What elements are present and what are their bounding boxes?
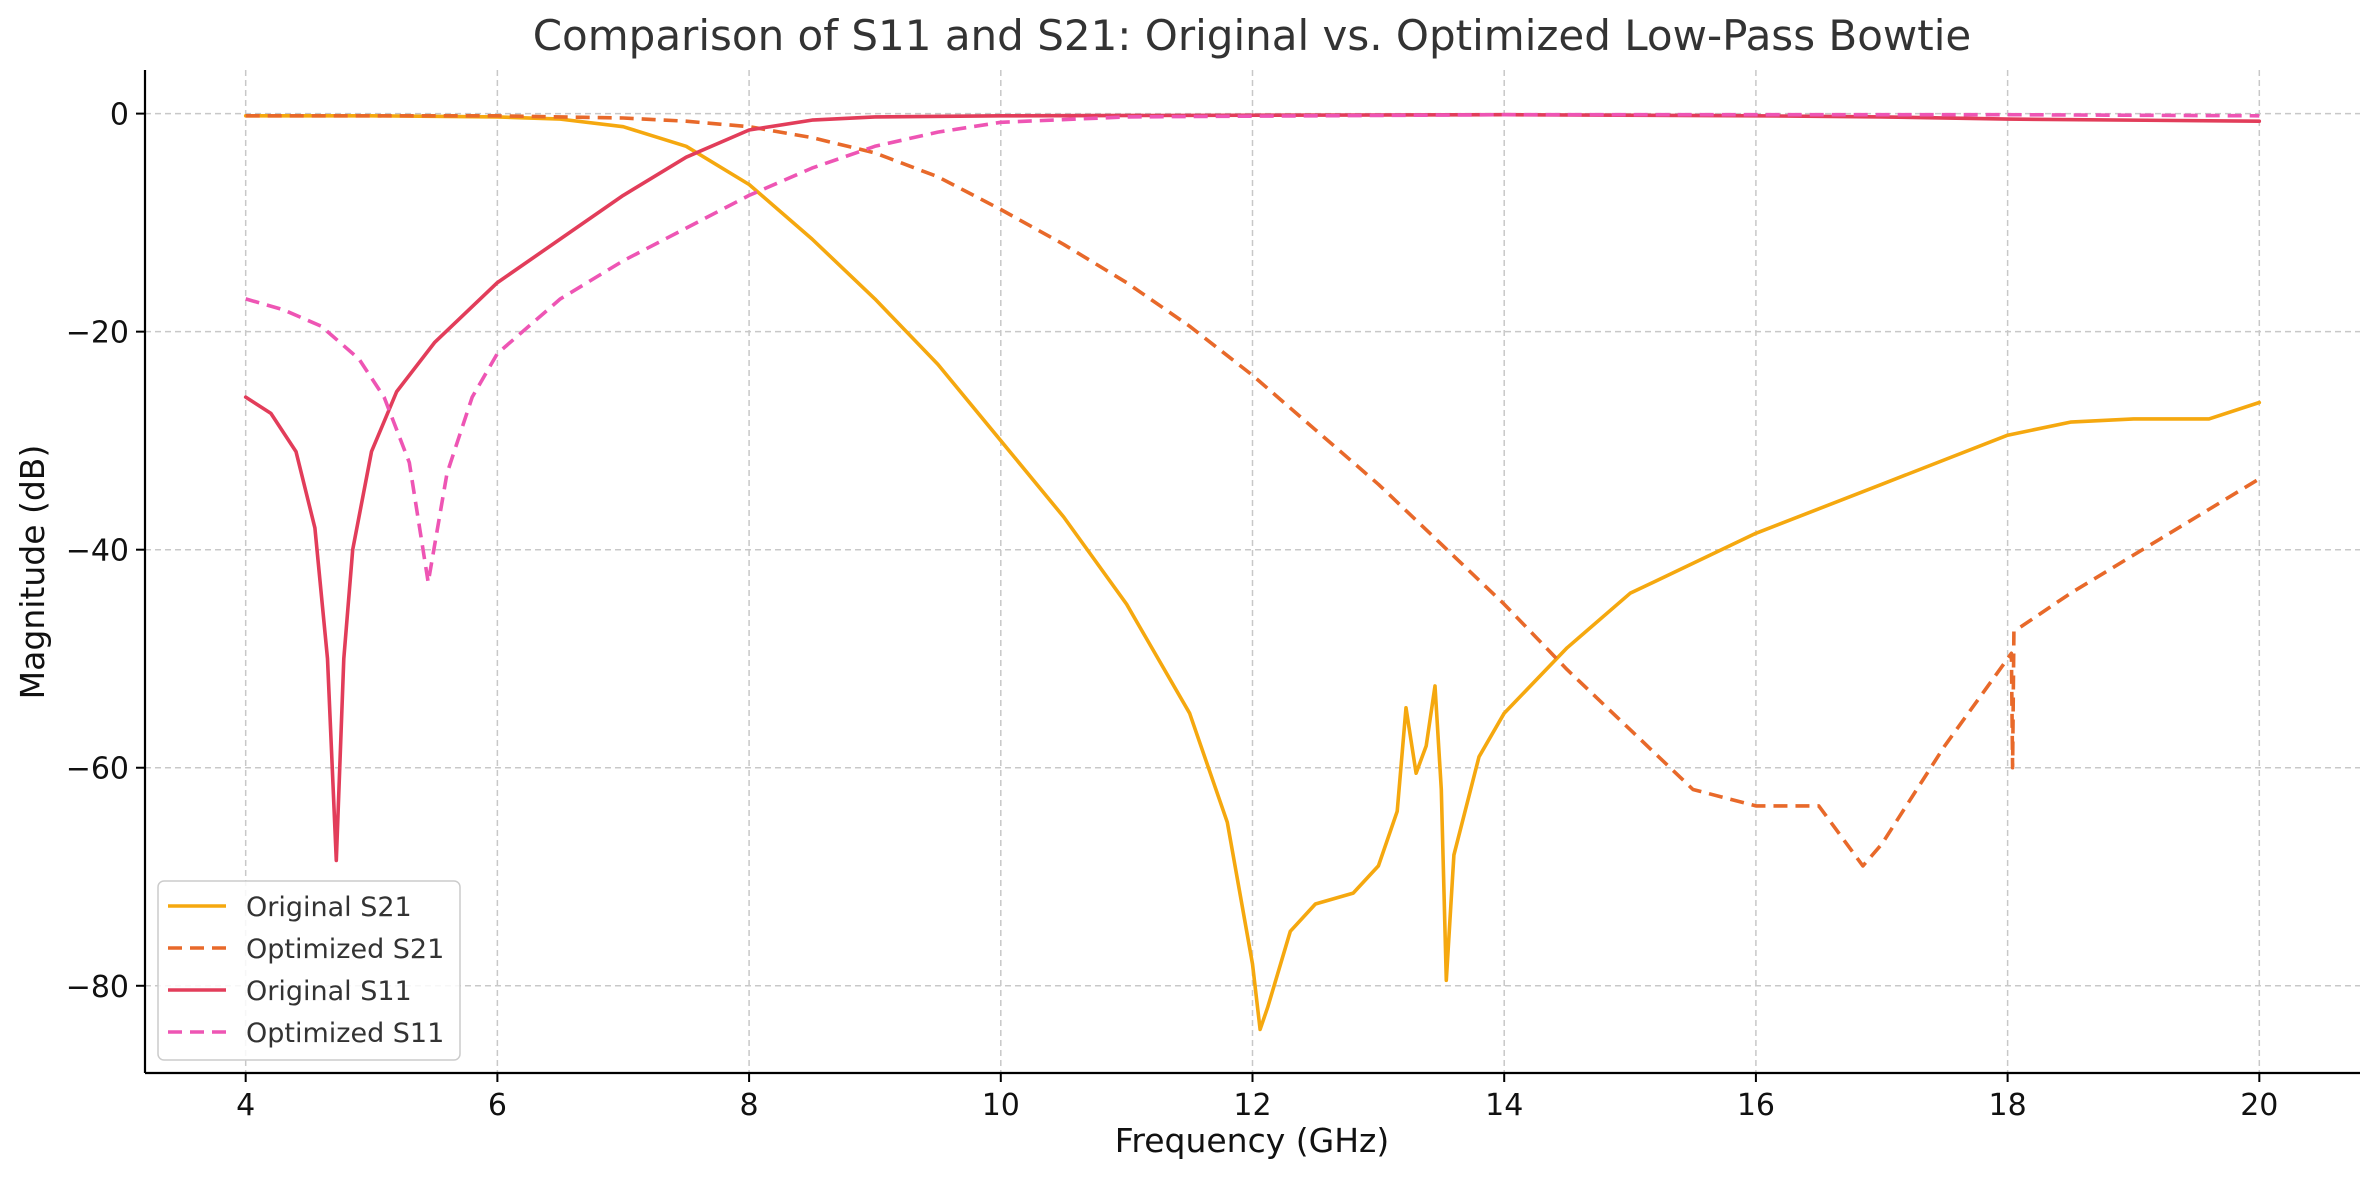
legend-box: [157, 880, 461, 1061]
x-tick-label: 18: [1989, 1088, 2027, 1123]
x-axis-label: Frequency (GHz): [1115, 1121, 1389, 1160]
y-tick-label: −20: [66, 316, 129, 351]
x-tick-label: 8: [740, 1088, 759, 1123]
x-tick-label: 20: [2240, 1088, 2278, 1123]
y-tick-label: −40: [66, 534, 129, 569]
x-tick-label: 6: [488, 1088, 507, 1123]
legend-label-original-s11: Original S11: [246, 976, 412, 1007]
legend: Original S21 Optimized S21 Original S11 …: [157, 880, 461, 1061]
series-line-optimized-s21: [245, 114, 2261, 868]
series-line-original-s21: [243, 114, 2262, 1032]
legend-label-optimized-s11: Optimized S11: [246, 1018, 444, 1049]
x-tick-label: 12: [1233, 1088, 1271, 1123]
chart-title: Comparison of S11 and S21: Original vs. …: [533, 11, 1972, 60]
series-lines: [243, 112, 2262, 1032]
x-tick-label: 4: [236, 1088, 255, 1123]
y-tick-label: −80: [66, 970, 129, 1005]
y-tick-label: 0: [110, 98, 129, 133]
y-tick-label: −60: [66, 752, 129, 787]
x-tick-label: 16: [1737, 1088, 1775, 1123]
series-line-original-s11: [243, 112, 2262, 863]
x-tick-label: 10: [982, 1088, 1020, 1123]
series-line-optimized-s11: [245, 112, 2260, 585]
legend-label-optimized-s21: Optimized S21: [246, 934, 444, 965]
x-tick-label: 14: [1485, 1088, 1523, 1123]
legend-label-original-s21: Original S21: [246, 892, 412, 923]
grid: [145, 70, 2360, 1073]
y-axis-label: Magnitude (dB): [13, 445, 52, 700]
tick-labels: 4 6 8 10 12 14 16 18 20 0 −20 −40 −60 −80: [66, 98, 2279, 1123]
